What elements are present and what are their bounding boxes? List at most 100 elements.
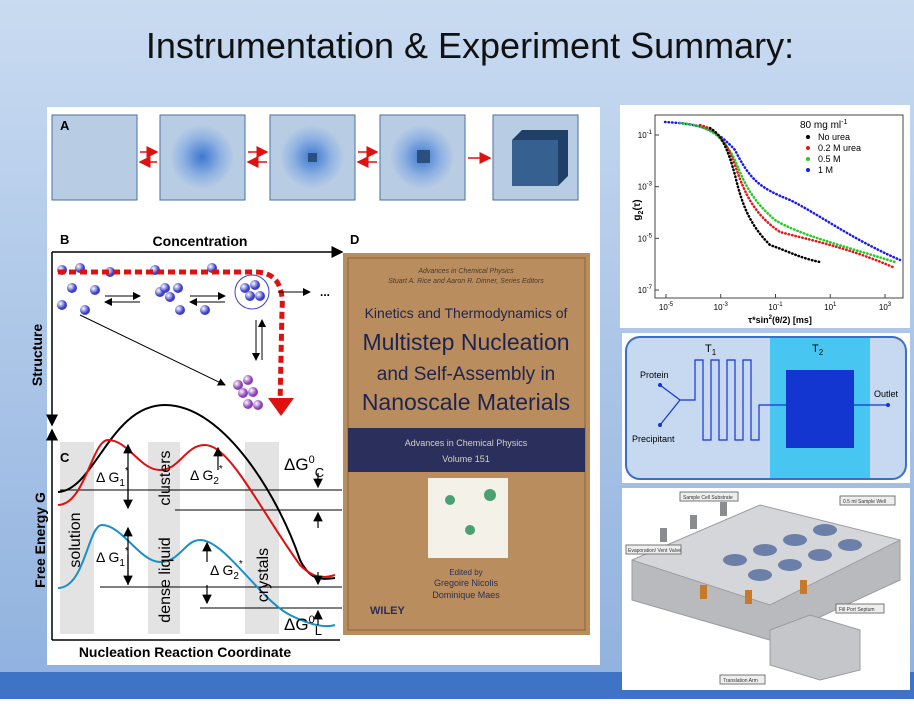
callout-label: Fill Port Septum (839, 607, 875, 613)
block-side (631, 539, 901, 641)
y-tick-label: 10-3 (638, 182, 653, 192)
sample-cell: Sample Cell Substrate 0.5 ml Sample Well… (622, 488, 910, 690)
inlet-label: Precipitant (632, 434, 675, 444)
panel-label: A (60, 118, 70, 133)
x-ticks: 10-5 10-3 10-1 101 103 (659, 294, 892, 312)
plot-panel (620, 105, 910, 328)
legend-label: No urea (818, 132, 850, 142)
book-title: Nanoscale Materials (362, 389, 570, 415)
region-label: dense liquid (157, 537, 174, 622)
book-band (348, 428, 585, 472)
panel-label: C (60, 450, 70, 465)
book-series: Advances in Chemical Physics (417, 268, 514, 275)
pathway (58, 269, 285, 406)
book-publisher: WILEY (370, 605, 405, 617)
x-tick-label: 101 (824, 302, 837, 312)
cube (417, 150, 430, 163)
barrier-arrows (123, 443, 323, 625)
y-tick-label: 10-7 (638, 285, 653, 295)
book-band-text: Volume 151 (442, 454, 490, 464)
data-points (663, 120, 902, 262)
data-points (678, 121, 897, 264)
zone-label: T1 (705, 343, 717, 357)
panel-c: C Free Energy G Nucleation Reaction Coor… (32, 403, 342, 660)
panel-a: A (51, 114, 579, 201)
book-band-text: Advances in Chemical Physics (405, 438, 528, 448)
legend-label: 0.2 M urea (818, 143, 861, 153)
callout-label: Translation Arm (723, 678, 758, 684)
channel (659, 359, 888, 441)
outlet-label: Outlet (874, 389, 899, 399)
level-label: ΔG0L (284, 614, 322, 638)
energy-curve (57, 438, 336, 579)
wells (723, 524, 862, 581)
molecules (57, 263, 270, 410)
microfluidic-chip: T1 T2 Protein Precipitant Outlet (622, 333, 910, 483)
level-label: ΔG0C (284, 454, 324, 480)
region-band (148, 442, 180, 634)
book-editor: Gregoire Nicolis (434, 578, 499, 588)
axis-label: Nucleation Reaction Coordinate (79, 644, 292, 660)
x-axis-label: τ*sin2(θ/2) [ms] (748, 315, 812, 325)
zone-label: T2 (812, 343, 824, 357)
book-editors: Stuart A. Rice and Aaron R. Dinner, Seri… (388, 278, 544, 285)
crystal-face (512, 140, 558, 186)
axis-label: Concentration (153, 233, 248, 249)
data-points (708, 126, 822, 264)
x-tick-label: 10-3 (714, 302, 729, 312)
region-label: clusters (157, 450, 174, 505)
callout-label: 0.5 ml Sample Well (843, 499, 886, 505)
barrier-label: Δ G1* (96, 466, 129, 489)
posts (660, 502, 807, 604)
y-tick-label: 10-5 (638, 233, 653, 243)
book-title: and Self-Assembly in (377, 364, 555, 385)
energy-curve (57, 523, 336, 628)
arrows (138, 146, 492, 168)
equilibrium-arrows (79, 288, 311, 386)
book-edited: Edited by (449, 568, 482, 577)
x-tick-label: 103 (879, 302, 892, 312)
level-lines (60, 489, 342, 609)
axis-label: Free Energy G (32, 492, 48, 588)
plot-frame (654, 114, 904, 299)
panel-d: D Advances in Chemical Physics Stuart A.… (343, 232, 590, 635)
panel-label: D (350, 232, 359, 247)
legend-marker (806, 168, 810, 172)
ellipsis: ... (320, 285, 330, 299)
panel-label: B (60, 232, 69, 247)
barrier-label: Δ G1* (96, 546, 129, 569)
barrier-label: Δ G2* (190, 464, 223, 487)
legend-marker (806, 146, 810, 150)
legend-marker (806, 135, 810, 139)
cube (308, 153, 317, 162)
legend-label: 1 M (818, 165, 833, 175)
x-tick-label: 10-1 (768, 302, 783, 312)
chamber (786, 370, 854, 448)
book-title: Kinetics and Thermodynamics of (365, 305, 568, 321)
translation-arm (769, 614, 861, 681)
region-label: crystals (255, 548, 272, 602)
barrier-label: Δ G2* (210, 559, 243, 582)
x-tick-label: 10-5 (659, 302, 674, 312)
axis-label: Structure (29, 324, 45, 386)
panel-b: B Concentration Structure ... (29, 232, 344, 427)
book-editor: Dominique Maes (432, 590, 500, 600)
callout-label: Evaporation/ Vent Valve (628, 548, 681, 554)
y-ticks: 10-1 10-3 10-5 10-7 (638, 130, 659, 295)
pathway-arrow (268, 398, 294, 416)
density-blob (170, 125, 234, 189)
callout-label: Sample Cell Substrate (683, 495, 733, 501)
callouts: Sample Cell Substrate 0.5 ml Sample Well… (625, 491, 896, 685)
slide-title: Instrumentation & Experiment Summary: (146, 25, 794, 66)
region-band (60, 442, 94, 634)
y-tick-label: 10-1 (638, 130, 653, 140)
region-label: solution (67, 512, 84, 567)
legend-label: 0.5 M (818, 154, 841, 164)
region-band (245, 442, 279, 634)
plot-annotation: 80 mg ml-1 (800, 119, 847, 131)
box (51, 114, 138, 201)
